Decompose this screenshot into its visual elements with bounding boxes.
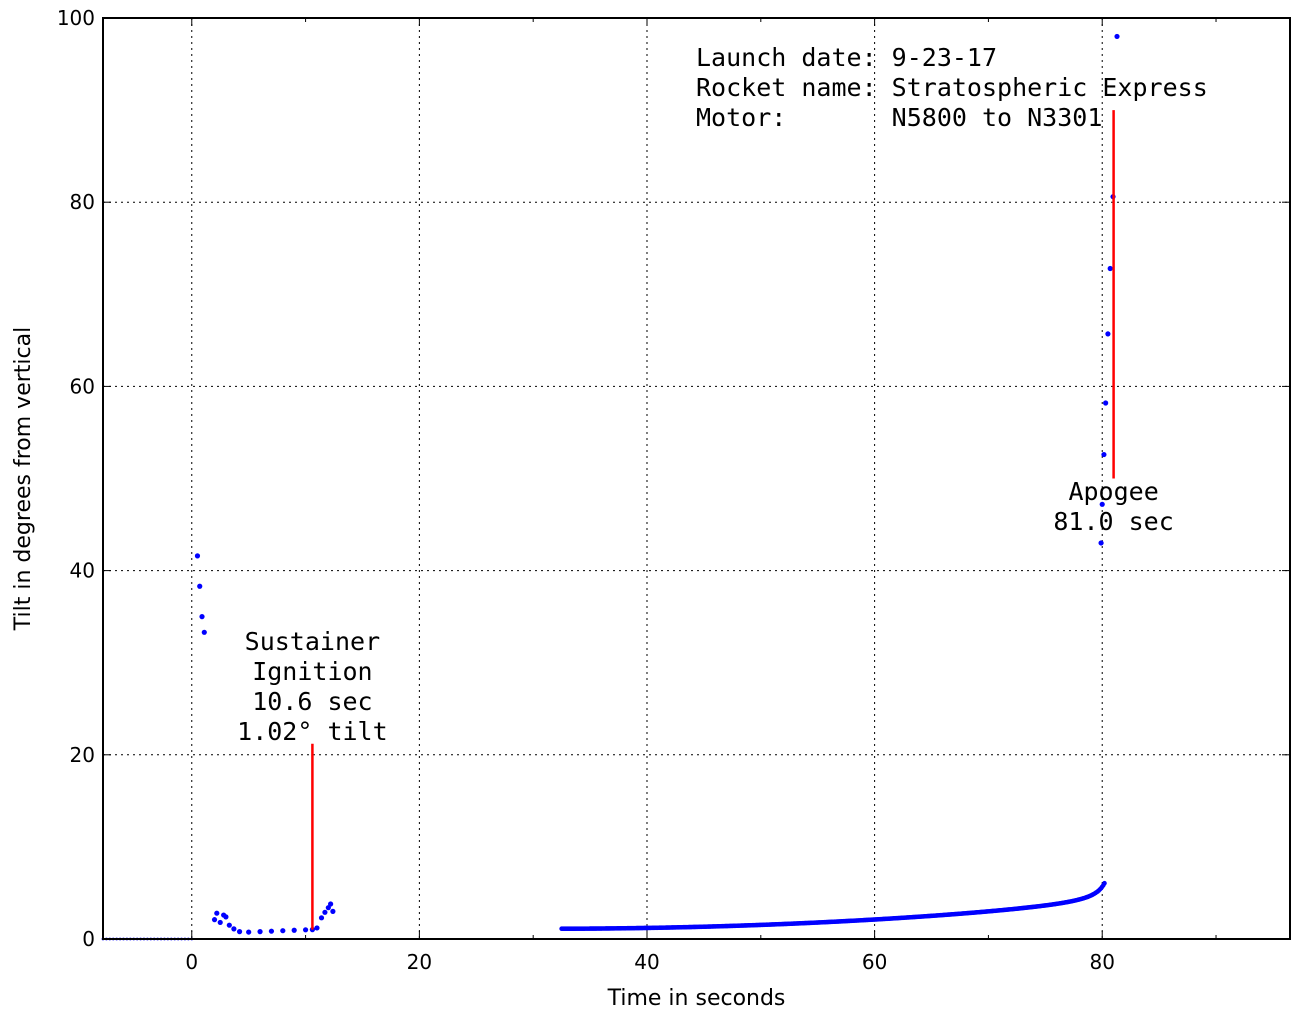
y-tick-label: 20 [70, 743, 95, 767]
data-point [236, 929, 243, 935]
data-point [314, 925, 320, 931]
marker-layer [311, 110, 1115, 930]
data-point [214, 910, 220, 916]
info-launch-date: Launch date: 9-23-17 [696, 43, 997, 72]
x-tick-label: 20 [407, 950, 432, 974]
ticks-layer: 0 20 40 60 80 0 20 40 60 80 100 [57, 6, 1290, 974]
data-point [246, 929, 252, 935]
data-point [201, 629, 207, 635]
data-point [1105, 331, 1111, 337]
y-tick-label: 0 [82, 927, 95, 951]
x-axis-label: Time in seconds [607, 986, 786, 1010]
data-point [231, 926, 237, 932]
y-tick-label: 100 [57, 6, 95, 30]
apogee-annotation-line-1: Apogee [1068, 477, 1158, 506]
data-point [1114, 33, 1120, 40]
x-tick-label: 60 [862, 950, 887, 974]
y-tick-label: 40 [70, 559, 95, 583]
data-point [194, 553, 201, 559]
data-point [328, 901, 334, 907]
data-point [223, 914, 229, 920]
info-motor: Motor: N5800 to N3301 [696, 103, 1102, 132]
info-rocket-name: Rocket name: Stratospheric Express [696, 73, 1208, 102]
plot-frame [102, 17, 1291, 940]
data-point [1103, 400, 1109, 406]
x-tick-label: 40 [634, 950, 659, 974]
data-point [1101, 451, 1107, 458]
data-point [302, 927, 309, 933]
data-point [1099, 501, 1105, 507]
data-point [217, 919, 223, 926]
y-tick-label: 80 [70, 190, 95, 214]
sustainer-annotation-line-2: Ignition [252, 657, 372, 686]
data-point [291, 927, 297, 933]
x-tick-label: 80 [1089, 950, 1114, 974]
data-point [1107, 265, 1113, 272]
data-point [199, 614, 205, 620]
data-point [257, 929, 263, 935]
data-point [226, 922, 232, 928]
data-point [318, 915, 325, 921]
data-point [309, 927, 316, 933]
y-tick-label: 60 [70, 374, 95, 398]
data-point [1098, 540, 1104, 546]
sustainer-annotation-line-4: 1.02° tilt [237, 717, 388, 746]
points-layer [101, 33, 1120, 941]
data-point [211, 917, 218, 923]
data-point [322, 909, 328, 915]
data-point [330, 908, 336, 914]
data-point [268, 928, 275, 934]
data-point [280, 928, 286, 934]
sustainer-annotation-line-1: Sustainer [245, 627, 380, 656]
data-point [1102, 880, 1107, 886]
y-axis-label: Tilt in degrees from vertical [11, 327, 36, 631]
apogee-annotation-line-2: 81.0 sec [1053, 507, 1173, 536]
sustainer-annotation-line-3: 10.6 sec [252, 687, 372, 716]
x-tick-label: 0 [185, 950, 198, 974]
data-point [197, 583, 203, 589]
